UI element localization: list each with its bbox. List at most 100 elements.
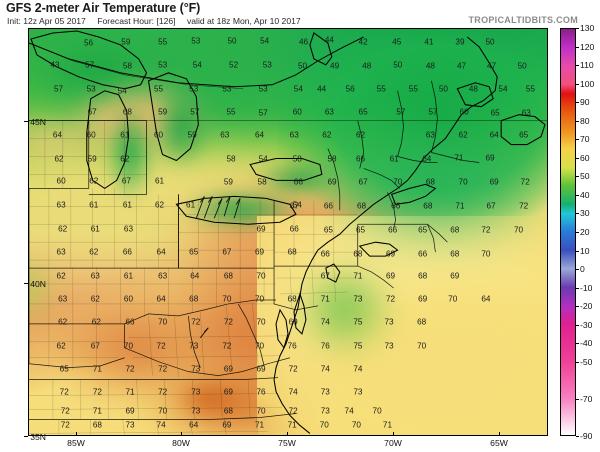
station-value: 58: [327, 154, 337, 164]
station-value: 69: [489, 177, 499, 187]
station-value: 65: [490, 108, 500, 118]
station-value: 68: [450, 225, 460, 235]
station-value: 66: [418, 249, 428, 259]
station-value: 60: [56, 176, 66, 186]
xlabel-70W: 70W: [384, 438, 402, 448]
lake-michigan-cool: [106, 102, 154, 200]
station-value: 72: [222, 341, 232, 351]
colorbar-tick-label: 130: [580, 23, 595, 33]
station-value: 70: [351, 420, 361, 430]
forecast-metadata: Init: 12z Apr 05 2017 Forecast Hour: [12…: [7, 16, 310, 26]
station-value: 66: [320, 249, 330, 259]
colorbar-tick-label: 40: [580, 189, 590, 200]
station-value: 70: [458, 177, 468, 187]
station-value: 64: [422, 154, 432, 164]
station-value: 50: [297, 61, 308, 71]
xlabel-85W: 85W: [67, 438, 85, 448]
station-value: 72: [481, 225, 491, 235]
colorbar-tick: [576, 65, 579, 67]
geography-overlay: [29, 29, 547, 435]
station-value: 54: [117, 86, 127, 96]
station-value: 71: [92, 406, 102, 416]
station-value: 47: [487, 61, 497, 71]
station-value: 63: [521, 108, 531, 118]
colorbar-tick-label: 100: [580, 78, 595, 89]
ylabel-45N: 45N: [30, 117, 46, 127]
station-value: 39: [455, 37, 465, 47]
station-value: 72: [223, 317, 233, 327]
station-value: 71: [287, 420, 297, 430]
station-value: 64: [156, 247, 166, 257]
great-lakes-coastline: [31, 31, 322, 224]
station-value: 53: [191, 36, 201, 46]
station-value: 72: [288, 364, 298, 374]
station-value: 59: [121, 37, 131, 47]
station-value: 71: [125, 387, 135, 397]
station-value: 74: [353, 364, 363, 374]
station-value: 75: [353, 317, 363, 327]
station-value: 76: [256, 387, 266, 397]
page-title: GFS 2-meter Air Temperature (°F): [6, 1, 201, 15]
station-value: 54: [192, 60, 202, 70]
station-value: 73: [189, 341, 199, 351]
graticule: [29, 43, 547, 121]
colorbar-tick-label: 50: [580, 171, 590, 182]
colorbar-tick: [576, 324, 579, 326]
station-value: 66: [125, 317, 135, 327]
station-value: 69: [222, 420, 232, 430]
station-value: 68: [353, 249, 363, 259]
station-value: 62: [322, 130, 332, 140]
station-value: 54: [293, 84, 303, 94]
station-value: 72: [158, 364, 168, 374]
colorbar-tick-label: -30: [580, 319, 593, 330]
station-value: 69: [386, 249, 396, 259]
station-value: 43: [50, 60, 60, 70]
colorbar[interactable]: [560, 28, 576, 436]
station-value: 69: [418, 294, 428, 304]
station-value: 71: [92, 364, 102, 374]
station-value: 74: [320, 317, 330, 327]
station-value: 47: [456, 61, 467, 71]
station-value: 68: [425, 177, 435, 187]
station-value: 62: [355, 130, 366, 140]
station-value: 69: [450, 271, 460, 281]
station-value: 56: [345, 84, 355, 94]
station-value: 65: [59, 364, 69, 374]
colorbar-tick: [576, 176, 579, 178]
colorbar-tick-label: 90: [580, 97, 590, 108]
station-value: 71: [320, 294, 330, 304]
station-value: 68: [418, 271, 428, 281]
station-value: 67: [486, 201, 496, 211]
station-value: 54: [258, 154, 268, 164]
station-value: 67: [87, 107, 97, 117]
station-value: 63: [324, 107, 334, 117]
station-value: 72: [519, 201, 529, 211]
station-value: 73: [191, 406, 201, 416]
station-value: 70: [417, 341, 427, 351]
station-value: 50: [438, 84, 448, 94]
colorbar-tick-label: 30: [580, 208, 590, 219]
colorbar-tick: [576, 343, 579, 345]
station-value: 42: [358, 37, 368, 47]
station-value: 73: [353, 387, 363, 397]
station-value: 46: [298, 37, 309, 47]
station-value: 70: [254, 341, 265, 351]
station-value: 68: [287, 247, 297, 257]
station-value: 61: [154, 176, 165, 186]
station-value: 74: [288, 387, 298, 397]
colorbar-gradient: [561, 29, 575, 435]
station-value: 54: [292, 200, 302, 210]
colorbar-tick: [576, 46, 579, 48]
station-value: 68: [223, 271, 233, 281]
station-value: 76: [287, 341, 297, 351]
station-value: 70: [481, 249, 491, 259]
station-value: 60: [123, 294, 134, 304]
station-value: 62: [120, 154, 130, 164]
colorbar-tick: [576, 83, 579, 85]
station-value: 44: [324, 35, 334, 45]
station-value: 70: [372, 406, 382, 416]
xlabel-80W: 80W: [172, 438, 190, 448]
temperature-map[interactable]: 56 59 55 53 50 54 46 44 42 45 41 39 50 43 57 58 53 54 52 53…: [28, 28, 548, 436]
station-value: 69: [223, 387, 233, 397]
